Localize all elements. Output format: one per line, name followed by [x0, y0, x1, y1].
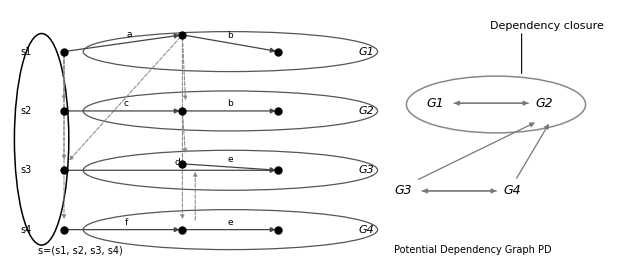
Text: G3: G3: [358, 165, 374, 175]
Text: e: e: [228, 155, 233, 164]
Text: G4: G4: [503, 184, 521, 197]
Text: Dependency closure: Dependency closure: [490, 21, 604, 31]
Text: f: f: [125, 217, 128, 227]
Text: G3: G3: [394, 184, 412, 197]
Text: s=(s1, s2, s3, s4): s=(s1, s2, s3, s4): [38, 245, 123, 255]
Text: b: b: [228, 99, 233, 108]
Text: G2: G2: [358, 106, 374, 116]
Text: s2: s2: [20, 106, 32, 116]
Text: s4: s4: [20, 225, 32, 235]
Text: G1: G1: [358, 47, 374, 57]
Text: d: d: [175, 158, 180, 167]
Text: Potential Dependency Graph PD: Potential Dependency Graph PD: [394, 245, 551, 255]
Text: s1: s1: [20, 47, 32, 57]
Text: G1: G1: [426, 97, 444, 110]
Text: s3: s3: [20, 165, 32, 175]
Text: e: e: [228, 217, 233, 227]
Text: a: a: [127, 30, 132, 39]
Text: c: c: [124, 99, 129, 108]
Text: G4: G4: [358, 225, 374, 235]
Text: G2: G2: [535, 97, 553, 110]
Text: b: b: [228, 31, 233, 40]
